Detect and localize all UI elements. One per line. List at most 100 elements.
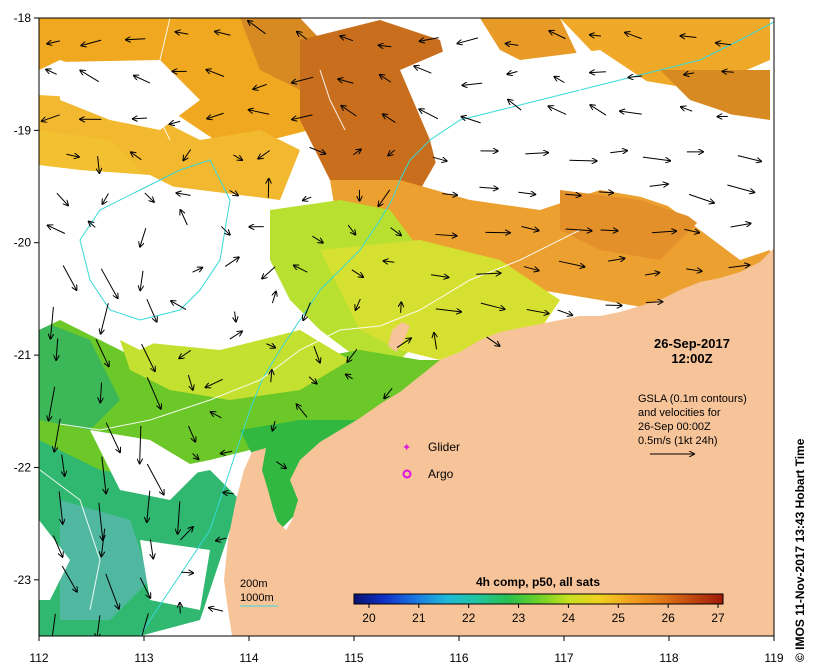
argo-legend: Argo: [402, 467, 454, 481]
velocity-arrow: [458, 37, 479, 44]
lon-tick-label: 116: [449, 651, 468, 665]
velocity-arrow: [273, 420, 276, 431]
velocity-arrow: [476, 273, 500, 274]
velocity-arrow: [179, 349, 192, 358]
colorbar-tick-label: 22: [462, 611, 476, 625]
velocity-arrow: [144, 192, 154, 202]
velocity-arrows: [42, 21, 761, 636]
timestamp-date: 26-Sep-2017: [654, 336, 730, 351]
velocity-arrow: [523, 266, 539, 271]
info-line-2: and velocities for: [638, 407, 721, 419]
velocity-arrow: [292, 114, 313, 120]
velocity-arrow: [642, 156, 670, 161]
velocity-arrow: [346, 374, 353, 378]
lat-tick-label: -22: [14, 460, 32, 474]
colorbar-gradient: [353, 593, 724, 605]
velocity-arrow: [419, 109, 439, 120]
velocity-arrow: [297, 404, 308, 418]
velocity-arrow: [351, 269, 363, 277]
velocity-arrow: [684, 73, 695, 75]
velocity-arrow: [508, 100, 522, 111]
glider-legend: ✦ Glider: [402, 440, 460, 454]
velocity-arrow: [276, 461, 286, 469]
velocity-arrow: [435, 234, 456, 235]
velocity-arrow: [180, 210, 188, 226]
velocity-arrow: [146, 463, 163, 495]
info-line-4: 0.5m/s (1kt 24h): [638, 435, 717, 447]
colorbar-ticks: 20 21 22 23 24 25 26 27: [362, 604, 725, 625]
colorbar-tick-label: 25: [612, 611, 626, 625]
plot-area: 26-Sep-2017 12:00Z GSLA (0.1m contours) …: [39, 18, 774, 636]
lat-tick-label: -21: [14, 348, 32, 362]
lat-tick-label: -23: [14, 573, 32, 587]
lon-tick-label: 119: [764, 651, 783, 665]
velocity-arrow: [102, 193, 109, 204]
lon-tick-label: 112: [29, 651, 48, 665]
velocity-arrow: [66, 154, 78, 157]
velocity-arrow: [150, 539, 153, 558]
colorbar-tick-label: 20: [362, 611, 376, 625]
velocity-arrow: [105, 422, 120, 453]
velocity-arrow: [651, 231, 676, 233]
colorbar-tick-label: 24: [562, 611, 576, 625]
velocity-arrow: [347, 224, 355, 235]
velocity-arrow: [434, 333, 437, 350]
velocity-arrow: [557, 309, 573, 315]
velocity-arrow: [462, 117, 481, 124]
velocity-arrow: [52, 535, 62, 557]
velocity-arrow: [101, 528, 106, 557]
velocity-arrow: [379, 45, 392, 47]
velocity-arrow: [506, 44, 519, 46]
velocity-arrow: [176, 32, 189, 34]
velocity-arrow: [220, 226, 230, 234]
velocity-arrow: [442, 194, 457, 196]
velocity-arrow: [479, 187, 497, 188]
velocity-arrow: [206, 70, 225, 77]
velocity-arrow: [600, 230, 617, 231]
info-line-3: 26-Sep 00:00Z: [638, 421, 711, 433]
velocity-arrow: [146, 377, 161, 409]
colorbar: 4h comp, p50, all sats 20 21 22 23 24 25 26 27: [353, 575, 725, 625]
island: [388, 322, 410, 352]
velocity-arrow: [340, 36, 354, 42]
velocity-arrow: [134, 76, 151, 84]
velocity-arrow: [183, 149, 192, 160]
velocity-arrow: [56, 192, 68, 205]
velocity-arrow: [401, 302, 402, 313]
colorbar-title: 4h comp, p50, all sats: [476, 575, 600, 589]
contour-200-label: 200m: [240, 578, 268, 590]
lon-tick-label: 117: [554, 651, 573, 665]
velocity-arrow: [646, 302, 662, 303]
argo-label: Argo: [428, 467, 454, 481]
velocity-arrow: [480, 302, 505, 309]
velocity-arrow: [341, 106, 357, 117]
latitude-ticks: -18 -19 -20 -21 -22 -23: [14, 11, 39, 587]
velocity-arrow: [140, 228, 147, 246]
velocity-arrow: [206, 378, 223, 387]
velocity-arrow: [50, 306, 53, 339]
velocity-arrow: [390, 227, 401, 236]
velocity-arrow: [681, 36, 697, 38]
velocity-arrow: [131, 152, 142, 161]
velocity-arrow: [518, 192, 535, 194]
colorbar-tick-label: 26: [661, 611, 675, 625]
velocity-arrow: [47, 41, 60, 44]
velocity-arrow: [95, 339, 109, 366]
velocity-arrow: [49, 386, 56, 420]
velocity-arrow: [126, 39, 146, 40]
gsla-contours: [39, 18, 601, 611]
velocity-arrow: [688, 193, 714, 202]
velocity-arrow: [146, 299, 157, 321]
velocity-arrow: [216, 538, 227, 541]
lon-tick-label: 118: [659, 651, 678, 665]
velocity-arrow: [215, 31, 231, 36]
velocity-arrow: [308, 376, 317, 384]
velocity-arrow: [737, 155, 761, 162]
velocity-arrow: [221, 451, 233, 453]
velocity-arrow: [353, 149, 360, 156]
velocity-arrow: [294, 265, 308, 273]
colorbar-tick-label: 21: [412, 611, 426, 625]
velocity-arrow: [229, 331, 242, 340]
velocity-arrow: [141, 613, 149, 636]
velocity-arrow: [272, 292, 276, 304]
